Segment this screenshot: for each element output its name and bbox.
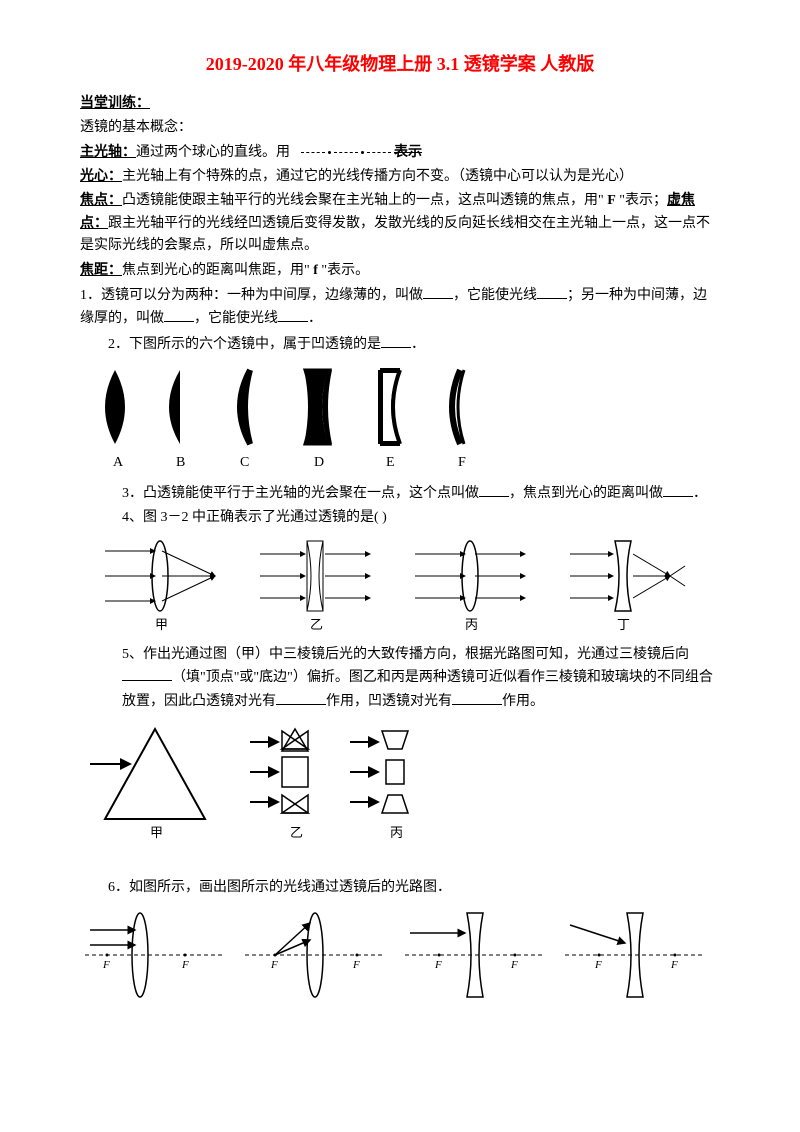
spacer (80, 857, 720, 875)
svg-text:F: F (594, 959, 602, 971)
label-A: A (113, 455, 124, 470)
center-text: 主光轴上有个特殊的点，通过它的光线传播方向不变。（透镜中心可以认为是光心） (122, 169, 633, 184)
q4-text: 4、图 3－2 中正确表示了光通过透镜的是( ) (122, 510, 387, 525)
figure-q4: 甲 乙 (80, 536, 720, 636)
def-flen: 焦距：焦点到光心的距离叫焦距，用" f "表示。 (80, 260, 720, 282)
q3-text-b: ，焦点到光心的距离叫做 (509, 486, 663, 501)
q5-text-c: 作用，凹透镜对光有 (326, 694, 452, 709)
label-B: B (176, 455, 185, 470)
vfocus-text: 跟主光轴平行的光线经凹透镜后变得发散，发散光线的反向延长线相交在主光轴上一点，这… (80, 216, 710, 253)
figure-q6: F F F F F F (80, 905, 720, 1015)
q1-text-e: ． (308, 311, 322, 326)
flen-text-a: 焦点到光心的距离叫焦距，用" (122, 263, 313, 278)
fill-blank[interactable] (278, 307, 308, 322)
fill-blank[interactable] (164, 307, 194, 322)
flen-text-b: "表示。 (318, 263, 369, 278)
svg-text:乙: 乙 (290, 825, 303, 840)
q2-end: ． (411, 337, 425, 352)
q5-text-d: 作用。 (502, 694, 544, 709)
q1-text-d: ，它能使光线 (194, 311, 278, 326)
fill-blank[interactable] (381, 333, 411, 348)
focus-text-a: 凸透镜能使跟主轴平行的光线会聚在主光轴上的一点，这点叫透镜的焦点，用" (122, 193, 607, 208)
svg-text:F: F (270, 959, 278, 971)
question-2: 2．下图所示的六个透镜中，属于凹透镜的是 ． (80, 333, 720, 356)
section-training: 当堂训练： (80, 93, 720, 115)
document-title: 2019-2020 年八年级物理上册 3.1 透镜学案 人教版 (80, 50, 720, 79)
svg-text:F: F (434, 959, 442, 971)
question-4: 4、图 3－2 中正确表示了光通过透镜的是( ) (80, 507, 720, 529)
axis-text-b: 表示 (394, 145, 422, 160)
q2-text: 2．下图所示的六个透镜中，属于凹透镜的是 (108, 337, 381, 352)
dash-icon (367, 152, 391, 153)
q1-text-a: 1．透镜可以分为两种：一种为中间厚，边缘薄的，叫做 (80, 288, 423, 303)
q3-text-c: ． (693, 486, 707, 501)
def-axis: 主光轴：通过两个球心的直线。用 表示 (80, 142, 720, 164)
def-center: 光心：主光轴上有个特殊的点，通过它的光线传播方向不变。（透镜中心可以认为是光心） (80, 166, 720, 188)
focus-text-b: "表示； (616, 193, 667, 208)
dot-icon (361, 151, 364, 154)
label-F: F (458, 455, 466, 470)
question-6: 6．如图所示，画出图所示的光线通过透镜后的光路图． (80, 877, 720, 899)
q1-text-b: ，它能使光线 (453, 288, 537, 303)
term-center: 光心： (80, 169, 122, 184)
document-page: 2019-2020 年八年级物理上册 3.1 透镜学案 人教版 当堂训练： 透镜… (0, 0, 800, 1053)
svg-text:甲: 甲 (150, 825, 163, 840)
q5-text-a: 5、作出光通过图（甲）中三棱镜后光的大致传播方向，根据光路图可知，光通过三棱镜后… (122, 647, 689, 662)
svg-text:丁: 丁 (617, 617, 630, 632)
q6-text: 6．如图所示，画出图所示的光线通过透镜后的光路图． (108, 880, 451, 895)
symbol-F: F (607, 193, 616, 208)
term-axis: 主光轴： (80, 145, 136, 160)
svg-text:F: F (352, 959, 360, 971)
dash-icon (301, 152, 325, 153)
label-D: D (314, 455, 324, 470)
q3-text-a: 3．凸透镜能使平行于主光轴的光会聚在一点，这个点叫做 (122, 486, 479, 501)
svg-text:丙: 丙 (390, 825, 403, 840)
training-heading: 当堂训练： (80, 96, 150, 111)
fill-blank[interactable] (423, 284, 453, 299)
svg-text:乙: 乙 (310, 617, 323, 632)
question-3: 3．凸透镜能使平行于主光轴的光会聚在一点，这个点叫做 ，焦点到光心的距离叫做 ． (80, 482, 720, 505)
svg-text:F: F (510, 959, 518, 971)
svg-text:F: F (102, 959, 110, 971)
def-focus: 焦点：凸透镜能使跟主轴平行的光线会聚在主光轴上的一点，这点叫透镜的焦点，用" F… (80, 190, 720, 257)
fill-blank[interactable] (537, 284, 567, 299)
fill-blank[interactable] (276, 690, 326, 705)
axis-text-a: 通过两个球心的直线。用 (136, 145, 290, 160)
dot-icon (328, 151, 331, 154)
term-flen: 焦距： (80, 263, 122, 278)
question-1: 1．透镜可以分为两种：一种为中间厚，边缘薄的，叫做，它能使光线；另一种为中间薄，… (80, 284, 720, 331)
svg-text:甲: 甲 (155, 617, 168, 632)
svg-text:丙: 丙 (465, 617, 478, 632)
question-5: 5、作出光通过图（甲）中三棱镜后光的大致传播方向，根据光路图可知，光通过三棱镜后… (80, 644, 720, 713)
concepts-intro: 透镜的基本概念： (80, 117, 720, 139)
figure-q5: 甲 (80, 719, 720, 849)
fill-blank[interactable] (663, 482, 693, 497)
term-focus: 焦点： (80, 193, 122, 208)
svg-text:F: F (181, 959, 189, 971)
label-C: C (240, 455, 249, 470)
dash-icon (334, 152, 358, 153)
figure-lenses: A B C D E F (80, 362, 720, 474)
svg-text:F: F (670, 959, 678, 971)
fill-blank[interactable] (479, 482, 509, 497)
fill-blank[interactable] (452, 690, 502, 705)
label-E: E (386, 455, 395, 470)
fill-blank[interactable] (122, 666, 172, 681)
